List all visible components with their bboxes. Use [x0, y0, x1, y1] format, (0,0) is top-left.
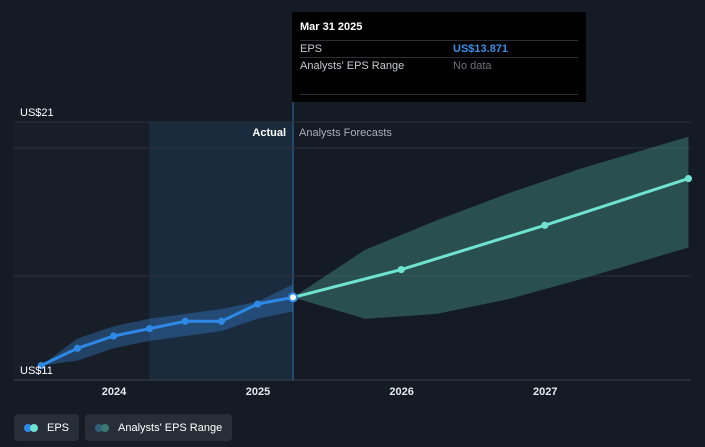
legend-eps-label: EPS	[47, 421, 70, 434]
series-line-0	[39, 295, 295, 367]
legend-range-label: Analysts' EPS Range	[118, 421, 223, 434]
tooltip-divider	[300, 94, 578, 95]
tooltip-date: Mar 31 2025	[300, 21, 363, 33]
series-line-1	[291, 177, 690, 299]
legend-eps-icon	[24, 423, 40, 432]
x-tick-label-2025: 2025	[246, 386, 270, 398]
series-0-point-3	[145, 325, 154, 333]
legend-eps-dot-forecast	[30, 423, 38, 432]
tooltip-range-label: Analysts' EPS Range	[300, 60, 405, 72]
tooltip-row-range: Analysts' EPS Range No data	[300, 57, 578, 74]
chart-legend: EPS Analysts' EPS Range	[14, 414, 233, 441]
legend-range-dot-forecast	[101, 423, 110, 432]
series-1-point-3	[684, 174, 693, 183]
region-label-forecast: Analysts Forecasts	[299, 127, 392, 139]
series-0-point-2	[110, 332, 118, 340]
series-0-point-4	[181, 317, 189, 325]
legend-item-eps[interactable]: EPS	[14, 414, 80, 441]
chart-tooltip: Mar 31 2025 EPS US$13.871 Analysts' EPS …	[292, 12, 586, 102]
legend-range-icon	[95, 423, 111, 432]
region-label-actual: Actual	[252, 127, 286, 139]
series-0-point-6	[254, 300, 262, 308]
series-1-point-2	[541, 221, 549, 229]
legend-range-dot-actual	[95, 423, 104, 432]
tooltip-range-value: No data	[453, 60, 492, 72]
legend-eps-dot-actual	[24, 423, 32, 432]
tooltip-eps-label: EPS	[300, 43, 323, 55]
series-0-point-1	[73, 344, 82, 352]
x-tick-label-2027: 2027	[533, 386, 557, 398]
x-tick-label-2024: 2024	[102, 386, 127, 398]
range-band-1	[293, 136, 689, 319]
y-tick-label-bottom: US$11	[20, 365, 53, 377]
legend-item-range[interactable]: Analysts' EPS Range	[85, 414, 233, 441]
tooltip-row-eps: EPS US$13.871	[300, 40, 578, 57]
series-1-point-1	[397, 266, 405, 274]
series-0-point-5	[217, 317, 226, 325]
highlight-region	[149, 122, 294, 380]
tooltip-eps-value: US$13.871	[453, 43, 509, 55]
x-tick-label-2026: 2026	[389, 386, 413, 398]
series-0-point-0	[37, 361, 45, 370]
y-tick-label-top: US$21	[20, 107, 54, 119]
tooltip-anchor-point	[288, 292, 299, 303]
